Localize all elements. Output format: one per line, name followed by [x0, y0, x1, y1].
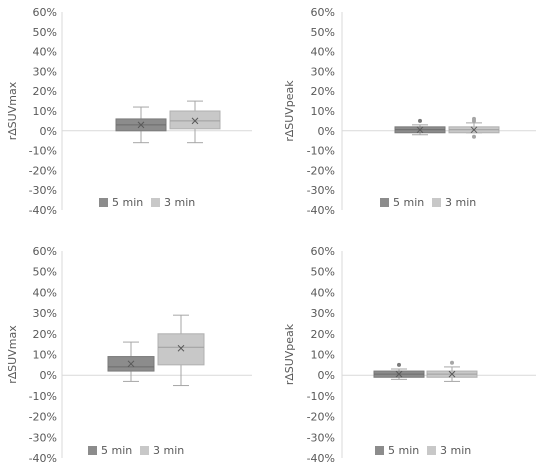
y-tick-label: 10% — [33, 105, 57, 118]
legend-swatch — [88, 446, 97, 455]
y-tick-label: 60% — [311, 6, 335, 19]
y-tick-label: 50% — [311, 26, 335, 39]
box-3-min — [448, 116, 500, 139]
y-axis-title: r∆SUVpeak — [283, 323, 296, 385]
legend-label: 3 min — [153, 444, 184, 457]
mean-marker — [416, 126, 424, 134]
chart-panel-2: -40% -30% -20% -10% 0% 10% 20% 30% 40% 50% 60% r∆SU… — [283, 6, 536, 217]
mean-marker — [137, 121, 145, 129]
y-tick-label: -30% — [29, 431, 57, 444]
y-tick-label: -20% — [307, 411, 335, 424]
iqr-box — [169, 110, 221, 130]
y-tick-label: 30% — [33, 307, 57, 320]
y-tick-label: -40% — [307, 204, 335, 217]
y-tick-label: -20% — [29, 411, 57, 424]
y-tick-label: 60% — [33, 6, 57, 19]
mean-marker — [448, 370, 456, 378]
y-tick-label: 20% — [311, 85, 335, 98]
y-tick-label: 50% — [33, 26, 57, 39]
y-tick-label: 30% — [311, 307, 335, 320]
y-tick-label: 10% — [33, 349, 57, 362]
chart-panel-4: -40% -30% -20% -10% 0% 10% 20% 30% 40% 50% 60% r∆SU… — [283, 245, 536, 465]
outlier-point — [472, 118, 476, 123]
y-tick-label: -30% — [307, 431, 335, 444]
y-tick-label: -30% — [29, 184, 57, 197]
y-tick-label: 50% — [33, 266, 57, 279]
chart-panel-1: -40% -30% -20% -10% 0% 10% 20% 30% 40% 50% 60% r∆SU… — [6, 6, 252, 217]
y-tick-label: -30% — [307, 184, 335, 197]
legend-label: 5 min — [112, 196, 143, 209]
legend-swatch — [151, 198, 160, 207]
y-tick-label: -10% — [307, 390, 335, 403]
y-tick-label: 50% — [311, 266, 335, 279]
legend-label: 3 min — [440, 444, 471, 457]
y-tick-label: 10% — [311, 105, 335, 118]
legend-label: 5 min — [388, 444, 419, 457]
y-tick-label: 0% — [318, 125, 335, 138]
y-tick-label: -40% — [307, 452, 335, 465]
y-tick-label: -20% — [307, 164, 335, 177]
box-5-min — [115, 106, 167, 144]
y-tick-label: 30% — [311, 65, 335, 78]
y-tick-label: 0% — [40, 125, 57, 138]
outlier-point — [418, 118, 422, 123]
y-tick-label: -10% — [29, 145, 57, 158]
y-tick-label: 40% — [311, 46, 335, 59]
y-tick-label: 30% — [33, 65, 57, 78]
outlier-point — [450, 360, 454, 365]
y-tick-label: 60% — [33, 245, 57, 258]
legend-label: 5 min — [101, 444, 132, 457]
legend-swatch — [432, 198, 441, 207]
iqr-box — [157, 333, 205, 366]
box-5-min — [394, 118, 446, 136]
legend-label: 5 min — [393, 196, 424, 209]
y-tick-label: 40% — [33, 286, 57, 299]
box-5-min — [373, 362, 425, 380]
legend-swatch — [427, 446, 436, 455]
box-3-min — [157, 314, 205, 387]
y-tick-label: -20% — [29, 164, 57, 177]
y-tick-label: 0% — [318, 369, 335, 382]
legend-label: 3 min — [164, 196, 195, 209]
outlier-point — [397, 362, 401, 367]
mean-marker — [191, 117, 199, 125]
y-axis-title: r∆SUVmax — [6, 325, 19, 384]
mean-marker — [395, 370, 403, 378]
chart-panel-3: -40% -30% -20% -10% 0% 10% 20% 30% 40% 50% 60% r∆SU… — [6, 245, 252, 465]
y-tick-label: -10% — [29, 390, 57, 403]
outlier-point — [472, 134, 476, 139]
y-tick-label: 40% — [311, 286, 335, 299]
y-tick-label: 10% — [311, 349, 335, 362]
y-tick-label: 60% — [311, 245, 335, 258]
legend-swatch — [140, 446, 149, 455]
y-tick-label: 40% — [33, 46, 57, 59]
y-axis-title: r∆SUVmax — [6, 81, 19, 140]
y-axis-title: r∆SUVpeak — [283, 80, 296, 142]
legend-swatch — [375, 446, 384, 455]
y-tick-label: -40% — [29, 452, 57, 465]
y-tick-label: 20% — [33, 328, 57, 341]
mean-marker — [470, 126, 478, 134]
legend-label: 3 min — [445, 196, 476, 209]
mean-marker — [177, 344, 185, 352]
mean-marker — [127, 360, 135, 368]
box-3-min — [426, 360, 478, 382]
legend-swatch — [380, 198, 389, 207]
y-tick-label: 0% — [40, 369, 57, 382]
box-3-min — [169, 100, 221, 144]
y-tick-label: -40% — [29, 204, 57, 217]
y-tick-label: 20% — [311, 328, 335, 341]
legend-swatch — [99, 198, 108, 207]
box-5-min — [107, 341, 155, 382]
y-tick-label: 20% — [33, 85, 57, 98]
y-tick-label: -10% — [307, 145, 335, 158]
